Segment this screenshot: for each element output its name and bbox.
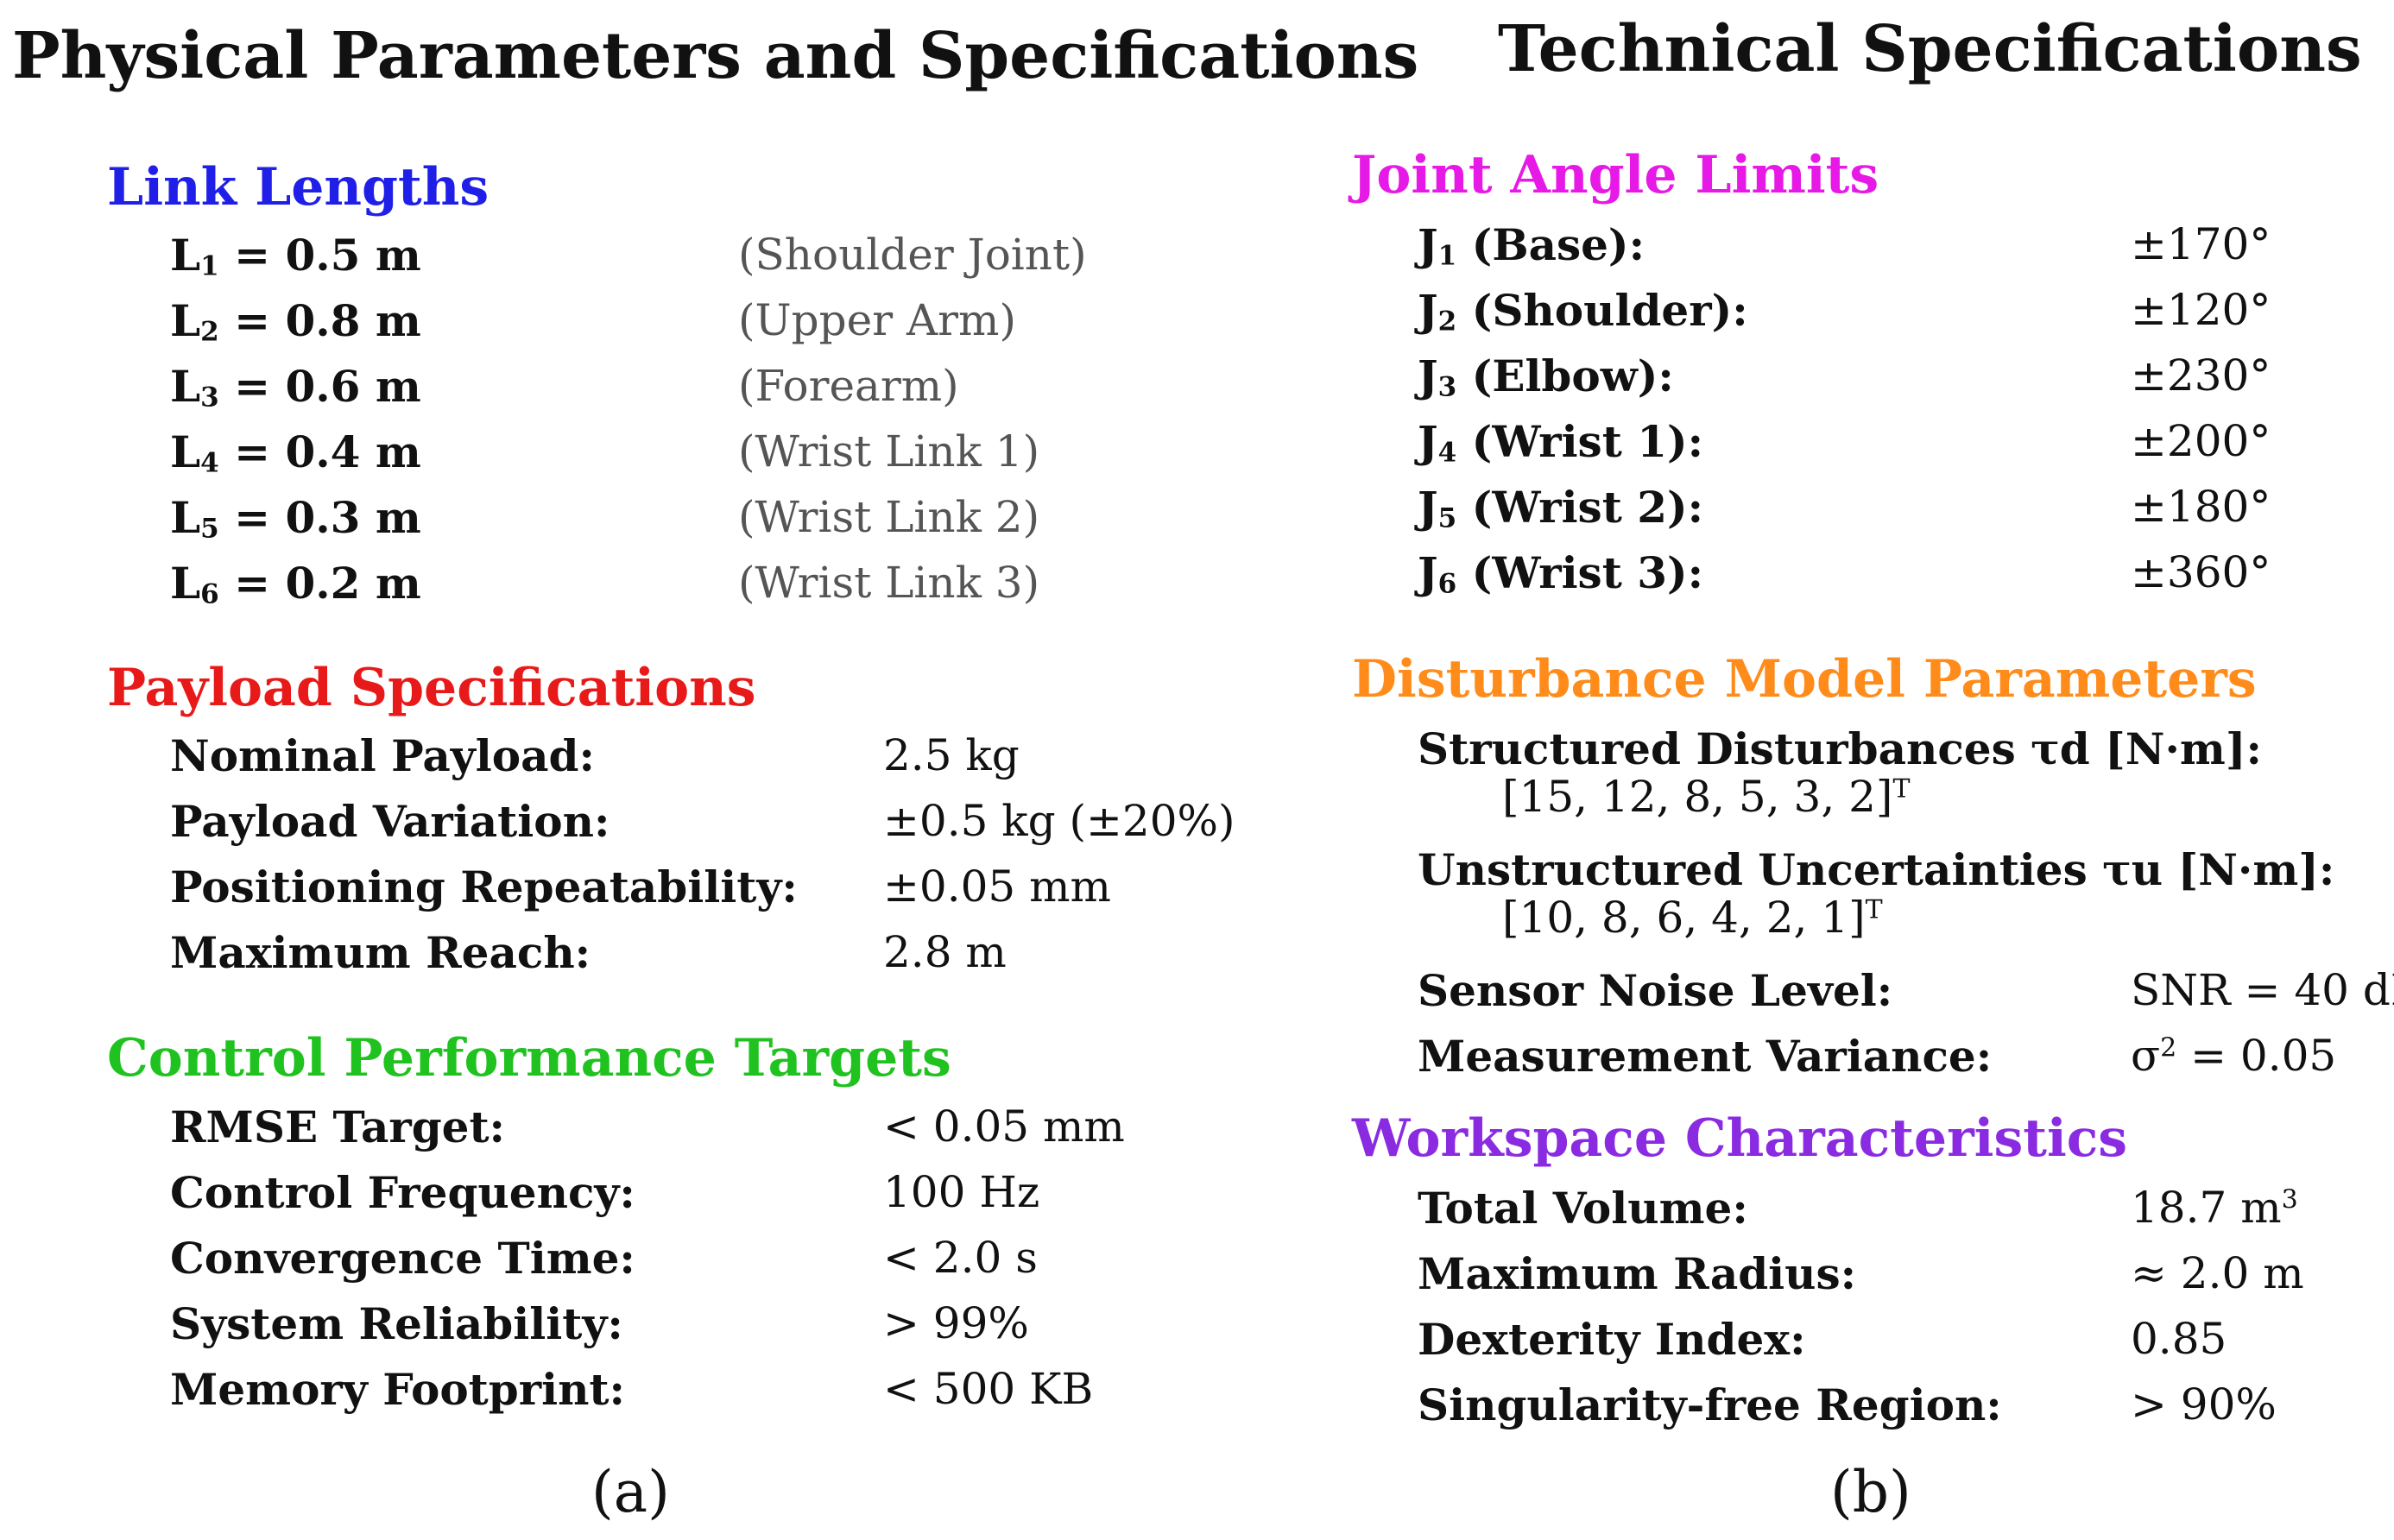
payload-label: Positioning Repeatability: xyxy=(170,862,798,912)
structured-disturbance-label: Structured Disturbances τd [N·m]: xyxy=(1418,723,2262,774)
link-note: (Wrist Link 1) xyxy=(738,426,1040,477)
joint-limit-value: ±360° xyxy=(2131,547,2271,597)
payload-row: Maximum Reach: 2.8 m xyxy=(170,927,1292,993)
unstructured-uncertainty-label: Unstructured Uncertainties τu [N·m]: xyxy=(1418,844,2335,895)
joint-limit-value: ±180° xyxy=(2131,482,2271,532)
joint-label: J3 (Elbow): xyxy=(1418,350,1674,403)
joint-limits-heading: Joint Angle Limits xyxy=(1352,145,1879,205)
joint-label: J6 (Wrist 3): xyxy=(1418,547,1704,600)
joint-row-5: J5 (Wrist 2): ±180° xyxy=(1418,482,2367,547)
link-row-3: L3 = 0.6 m (Forearm) xyxy=(170,361,1206,426)
joint-label: J2 (Shoulder): xyxy=(1418,285,1748,338)
payload-value: 2.8 m xyxy=(883,927,1007,977)
joint-limit-value: ±230° xyxy=(2131,350,2271,401)
workspace-row: Maximum Radius: ≈ 2.0 m xyxy=(1418,1248,2367,1314)
link-row-2: L2 = 0.8 m (Upper Arm) xyxy=(170,295,1206,361)
payload-value: ±0.5 kg (±20%) xyxy=(883,796,1235,846)
control-label: Control Frequency: xyxy=(170,1167,635,1218)
workspace-value: 18.7 m3 xyxy=(2131,1183,2298,1233)
panel-b-caption: (b) xyxy=(1830,1459,1911,1525)
joint-limit-value: ±120° xyxy=(2131,285,2271,335)
control-value: 100 Hz xyxy=(883,1167,1040,1217)
link-note: (Wrist Link 3) xyxy=(738,558,1040,608)
payload-row: Nominal Payload: 2.5 kg xyxy=(170,730,1292,796)
control-row: Memory Footprint: < 500 KB xyxy=(170,1364,1292,1430)
control-value: < 2.0 s xyxy=(883,1233,1038,1283)
workspace-label: Singularity-free Region: xyxy=(1418,1379,2002,1430)
panel-a: Physical Parameters and Specifications L… xyxy=(12,19,1418,1525)
link-note: (Forearm) xyxy=(738,361,959,411)
workspace-label: Total Volume: xyxy=(1418,1183,1748,1234)
joint-label: J5 (Wrist 2): xyxy=(1418,482,1704,534)
unstructured-uncertainty-vector: [10, 8, 6, 4, 2, 1]T xyxy=(1502,893,1883,943)
link-lengths-heading: Link Lengths xyxy=(107,157,490,218)
panel-b: Technical Specifications Joint Angle Lim… xyxy=(1330,0,2394,1540)
workspace-heading: Workspace Characteristics xyxy=(1352,1108,2128,1169)
unstructured-uncertainty-row: Unstructured Uncertainties τu [N·m]: xyxy=(1418,844,2367,910)
control-label: Memory Footprint: xyxy=(170,1364,625,1415)
workspace-value: 0.85 xyxy=(2131,1314,2227,1364)
link-row-1: L1 = 0.5 m (Shoulder Joint) xyxy=(170,230,1206,295)
panel-a-title: Physical Parameters and Specifications xyxy=(12,19,1419,93)
workspace-label: Maximum Radius: xyxy=(1418,1248,1857,1299)
joint-limit-value: ±170° xyxy=(2131,219,2271,269)
control-value: > 99% xyxy=(883,1298,1029,1348)
disturbance-heading: Disturbance Model Parameters xyxy=(1352,649,2257,710)
link-symbol: L1 = 0.5 m xyxy=(170,230,421,282)
payload-label: Payload Variation: xyxy=(170,796,610,847)
sensor-noise-label: Sensor Noise Level: xyxy=(1418,965,1893,1016)
workspace-row: Dexterity Index: 0.85 xyxy=(1418,1314,2367,1379)
link-symbol: L5 = 0.3 m xyxy=(170,492,421,545)
link-symbol: L4 = 0.4 m xyxy=(170,426,421,479)
workspace-row: Total Volume: 18.7 m3 xyxy=(1418,1183,2367,1248)
structured-disturbance-row: Structured Disturbances τd [N·m]: xyxy=(1418,723,2367,789)
structured-disturbance-vector: [15, 12, 8, 5, 3, 2]T xyxy=(1502,772,1911,822)
joint-limit-value: ±200° xyxy=(2131,416,2271,466)
link-note: (Wrist Link 2) xyxy=(738,492,1040,542)
workspace-value: ≈ 2.0 m xyxy=(2131,1248,2304,1298)
link-row-6: L6 = 0.2 m (Wrist Link 3) xyxy=(170,558,1206,623)
link-symbol: L6 = 0.2 m xyxy=(170,558,421,610)
joint-row-3: J3 (Elbow): ±230° xyxy=(1418,350,2367,416)
control-value: < 500 KB xyxy=(883,1364,1094,1414)
measurement-variance-row: Measurement Variance: σ2 = 0.05 xyxy=(1418,1031,2367,1096)
control-label: System Reliability: xyxy=(170,1298,623,1349)
link-note: (Shoulder Joint) xyxy=(738,230,1087,280)
sensor-noise-row: Sensor Noise Level: SNR = 40 dB xyxy=(1418,965,2394,1031)
payload-label: Maximum Reach: xyxy=(170,927,591,978)
payload-value: 2.5 kg xyxy=(883,730,1020,780)
control-row: RMSE Target: < 0.05 mm xyxy=(170,1101,1292,1167)
link-symbol: L3 = 0.6 m xyxy=(170,361,421,413)
payload-label: Nominal Payload: xyxy=(170,730,595,781)
panel-b-title: Technical Specifications xyxy=(1498,12,2362,86)
control-heading: Control Performance Targets xyxy=(107,1028,951,1089)
payload-value: ±0.05 mm xyxy=(883,862,1111,912)
panel-a-caption: (a) xyxy=(591,1459,670,1525)
joint-label: J4 (Wrist 1): xyxy=(1418,416,1704,469)
joint-label: J1 (Base): xyxy=(1418,219,1645,272)
workspace-label: Dexterity Index: xyxy=(1418,1314,1806,1365)
control-row: System Reliability: > 99% xyxy=(170,1298,1292,1364)
workspace-value: > 90% xyxy=(2131,1379,2277,1430)
joint-row-2: J2 (Shoulder): ±120° xyxy=(1418,285,2367,350)
payload-row: Positioning Repeatability: ±0.05 mm xyxy=(170,862,1292,927)
control-value: < 0.05 mm xyxy=(883,1101,1125,1152)
link-row-5: L5 = 0.3 m (Wrist Link 2) xyxy=(170,492,1206,558)
link-symbol: L2 = 0.8 m xyxy=(170,295,421,348)
joint-row-4: J4 (Wrist 1): ±200° xyxy=(1418,416,2367,482)
payload-heading: Payload Specifications xyxy=(107,658,756,718)
link-note: (Upper Arm) xyxy=(738,295,1016,345)
workspace-row: Singularity-free Region: > 90% xyxy=(1418,1379,2367,1445)
payload-row: Payload Variation: ±0.5 kg (±20%) xyxy=(170,796,1292,862)
measurement-variance-label: Measurement Variance: xyxy=(1418,1031,1993,1082)
joint-row-6: J6 (Wrist 3): ±360° xyxy=(1418,547,2367,613)
link-row-4: L4 = 0.4 m (Wrist Link 1) xyxy=(170,426,1206,492)
control-label: Convergence Time: xyxy=(170,1233,635,1284)
measurement-variance-value: σ2 = 0.05 xyxy=(2131,1031,2337,1081)
sensor-noise-value: SNR = 40 dB xyxy=(2131,965,2394,1015)
control-row: Convergence Time: < 2.0 s xyxy=(170,1233,1292,1298)
joint-row-1: J1 (Base): ±170° xyxy=(1418,219,2367,285)
control-row: Control Frequency: 100 Hz xyxy=(170,1167,1292,1233)
control-label: RMSE Target: xyxy=(170,1101,506,1152)
